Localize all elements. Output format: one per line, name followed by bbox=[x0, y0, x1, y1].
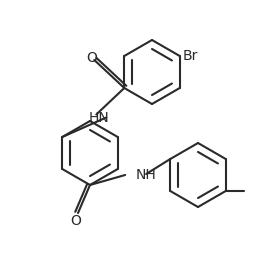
Text: O: O bbox=[70, 214, 81, 228]
Text: HN: HN bbox=[88, 110, 109, 125]
Text: NH: NH bbox=[135, 168, 156, 182]
Text: O: O bbox=[86, 51, 97, 65]
Text: Br: Br bbox=[183, 49, 198, 63]
